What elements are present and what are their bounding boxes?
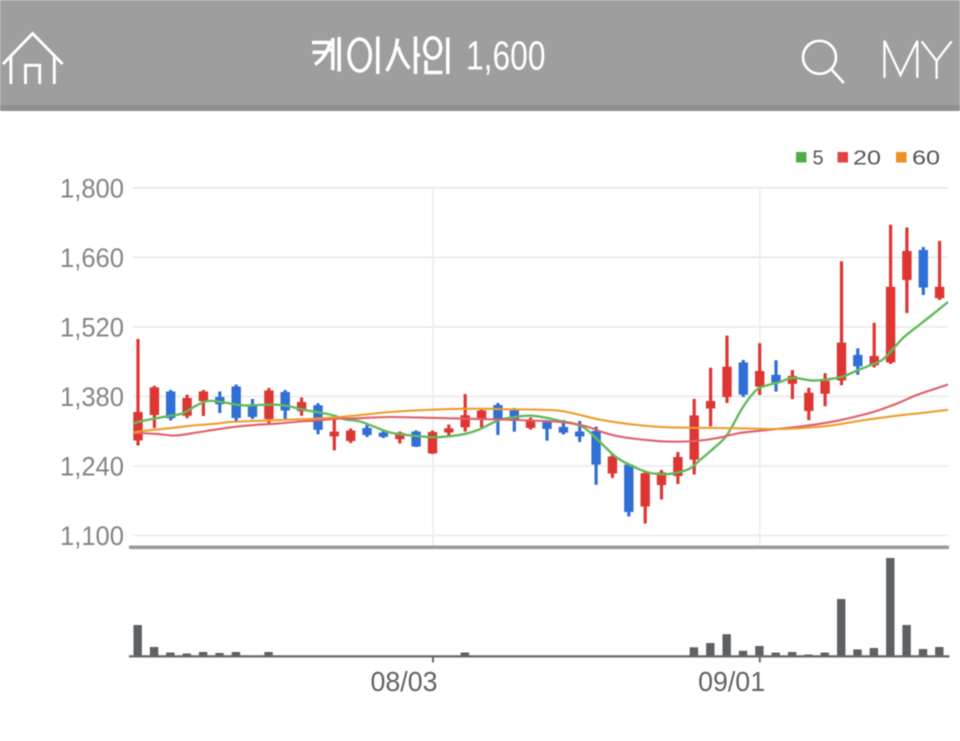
svg-text:1,520: 1,520 — [60, 312, 124, 342]
svg-text:1,100: 1,100 — [60, 521, 124, 551]
svg-text:20: 20 — [853, 148, 881, 170]
svg-text:08/03: 08/03 — [371, 666, 438, 697]
svg-text:1,660: 1,660 — [60, 243, 124, 273]
svg-text:1,800: 1,800 — [60, 173, 124, 203]
svg-text:60: 60 — [912, 148, 940, 170]
svg-text:1,380: 1,380 — [60, 382, 124, 412]
svg-text:09/01: 09/01 — [698, 666, 765, 697]
svg-text:5: 5 — [813, 148, 824, 170]
svg-text:1,600: 1,600 — [466, 33, 546, 79]
svg-text:1,240: 1,240 — [60, 452, 124, 482]
